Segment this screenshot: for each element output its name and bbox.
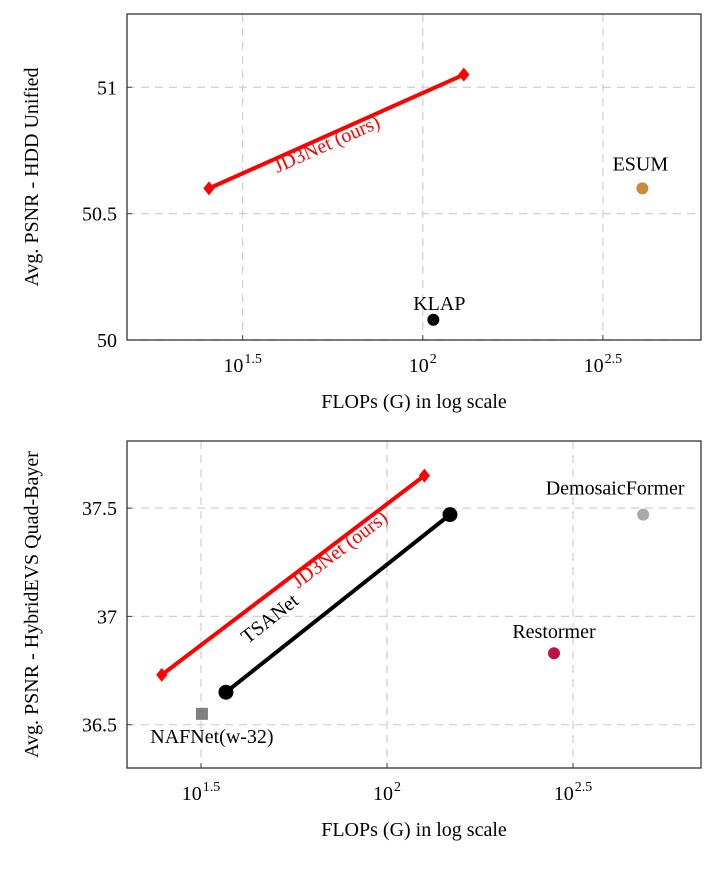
x-tick-base: 10: [373, 783, 393, 805]
series-restormer: Restormer: [512, 621, 596, 660]
y-tick-label: 50.5: [82, 204, 117, 226]
series-label: JD3Net (ours): [288, 507, 392, 593]
x-tick-base: 10: [584, 355, 604, 377]
x-tick-base: 10: [409, 355, 429, 377]
series-jd3net-ours-: JD3Net (ours): [156, 468, 430, 682]
point-label: DemosaicFormer: [546, 478, 685, 500]
x-tick-exponent: 1.5: [203, 780, 221, 795]
y-axis-title: Avg. PSNR - HybridEVS Quad-Bayer: [21, 451, 43, 758]
point-label: Restormer: [512, 621, 596, 643]
data-point: [427, 313, 440, 326]
point-label: ESUM: [613, 153, 669, 175]
data-point: [637, 508, 650, 521]
series-line: [208, 72, 465, 191]
x-tick-label: 102: [409, 352, 437, 377]
series-nafnet-w-32-: NAFNet(w-32): [150, 707, 274, 748]
y-axis-title: Avg. PSNR - HDD Unified: [21, 67, 43, 286]
x-tick-exponent: 2.5: [605, 352, 623, 367]
x-tick-exponent: 2: [430, 352, 437, 367]
x-tick-exponent: 2.5: [575, 780, 593, 795]
series-demosaicformer: DemosaicFormer: [546, 478, 685, 521]
x-tick-base: 10: [223, 355, 243, 377]
x-axis-title: FLOPs (G) in log scale: [321, 819, 507, 841]
x-tick-base: 10: [554, 783, 574, 805]
y-tick-label: 37.5: [82, 498, 117, 520]
x-tick-label: 102: [373, 780, 401, 805]
point-label: KLAP: [413, 293, 465, 315]
series-esum: ESUM: [613, 153, 669, 195]
x-tick-base: 10: [182, 783, 202, 805]
data-point: [636, 182, 649, 195]
x-tick-label: 101.5: [223, 352, 262, 377]
x-tick-exponent: 2: [394, 780, 401, 795]
data-point: [218, 684, 234, 700]
y-tick-label: 37: [97, 606, 117, 628]
y-tick-label: 50: [97, 330, 117, 352]
series-label: JD3Net (ours): [270, 111, 383, 177]
series-line: [224, 513, 452, 694]
x-axis-title: FLOPs (G) in log scale: [321, 391, 507, 413]
x-tick-label: 101.5: [182, 780, 221, 805]
data-point: [458, 67, 470, 82]
data-point: [203, 181, 215, 196]
data-point: [156, 667, 168, 682]
data-point: [195, 707, 208, 720]
y-tick-label: 36.5: [82, 715, 117, 737]
series-line: [160, 474, 426, 677]
data-point: [442, 507, 458, 523]
x-tick-exponent: 1.5: [244, 352, 262, 367]
plot-frame: [126, 440, 702, 769]
data-point: [547, 647, 560, 660]
point-label: NAFNet(w-32): [150, 726, 273, 748]
plot-frame: [126, 13, 702, 341]
x-tick-label: 102.5: [584, 352, 623, 377]
x-tick-label: 102.5: [554, 780, 593, 805]
series-klap: KLAP: [413, 293, 465, 326]
data-point: [418, 468, 430, 483]
y-tick-label: 51: [97, 77, 117, 99]
